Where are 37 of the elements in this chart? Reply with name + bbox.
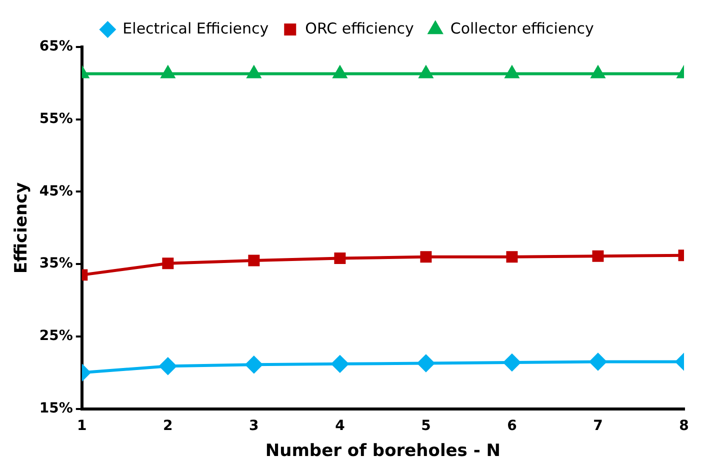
point — [161, 66, 175, 78]
x-tick-label: 6 — [507, 418, 517, 434]
x-tick-label: 7 — [593, 418, 603, 434]
point — [245, 356, 262, 374]
y-tick-label: 55% — [39, 111, 73, 127]
x-tick-label: 2 — [163, 418, 173, 434]
point — [162, 258, 174, 270]
point — [591, 66, 605, 78]
x-tick-label: 8 — [679, 418, 689, 434]
x-tick-label: 3 — [249, 418, 259, 434]
point — [333, 66, 347, 78]
point — [505, 66, 519, 78]
point — [247, 66, 261, 78]
point — [419, 66, 433, 78]
point — [159, 358, 176, 375]
y-tick-label: 15% — [39, 400, 73, 416]
y-tick-label: 45% — [39, 183, 73, 200]
x-tick-label: 1 — [77, 418, 87, 434]
point — [334, 252, 346, 264]
legend-label: ORC efficiency — [305, 19, 414, 38]
legend-label: Electrical Efficiency — [122, 19, 269, 38]
point — [417, 354, 434, 372]
point — [503, 354, 520, 371]
x-tick-label: 5 — [421, 418, 431, 434]
point — [248, 254, 260, 266]
y-axis-title: Efficiency — [12, 182, 32, 274]
point — [331, 355, 348, 372]
x-axis-title: Number of boreholes - N — [265, 441, 501, 462]
point — [592, 250, 604, 262]
y-tick-label: 35% — [39, 256, 73, 272]
y-tick-label: 25% — [39, 328, 73, 344]
point — [589, 353, 606, 370]
legend-label: Collector efficiency — [450, 19, 594, 38]
point — [506, 251, 518, 263]
y-tick-label: 65% — [39, 38, 73, 55]
point — [420, 251, 432, 263]
x-tick-label: 4 — [335, 418, 346, 434]
